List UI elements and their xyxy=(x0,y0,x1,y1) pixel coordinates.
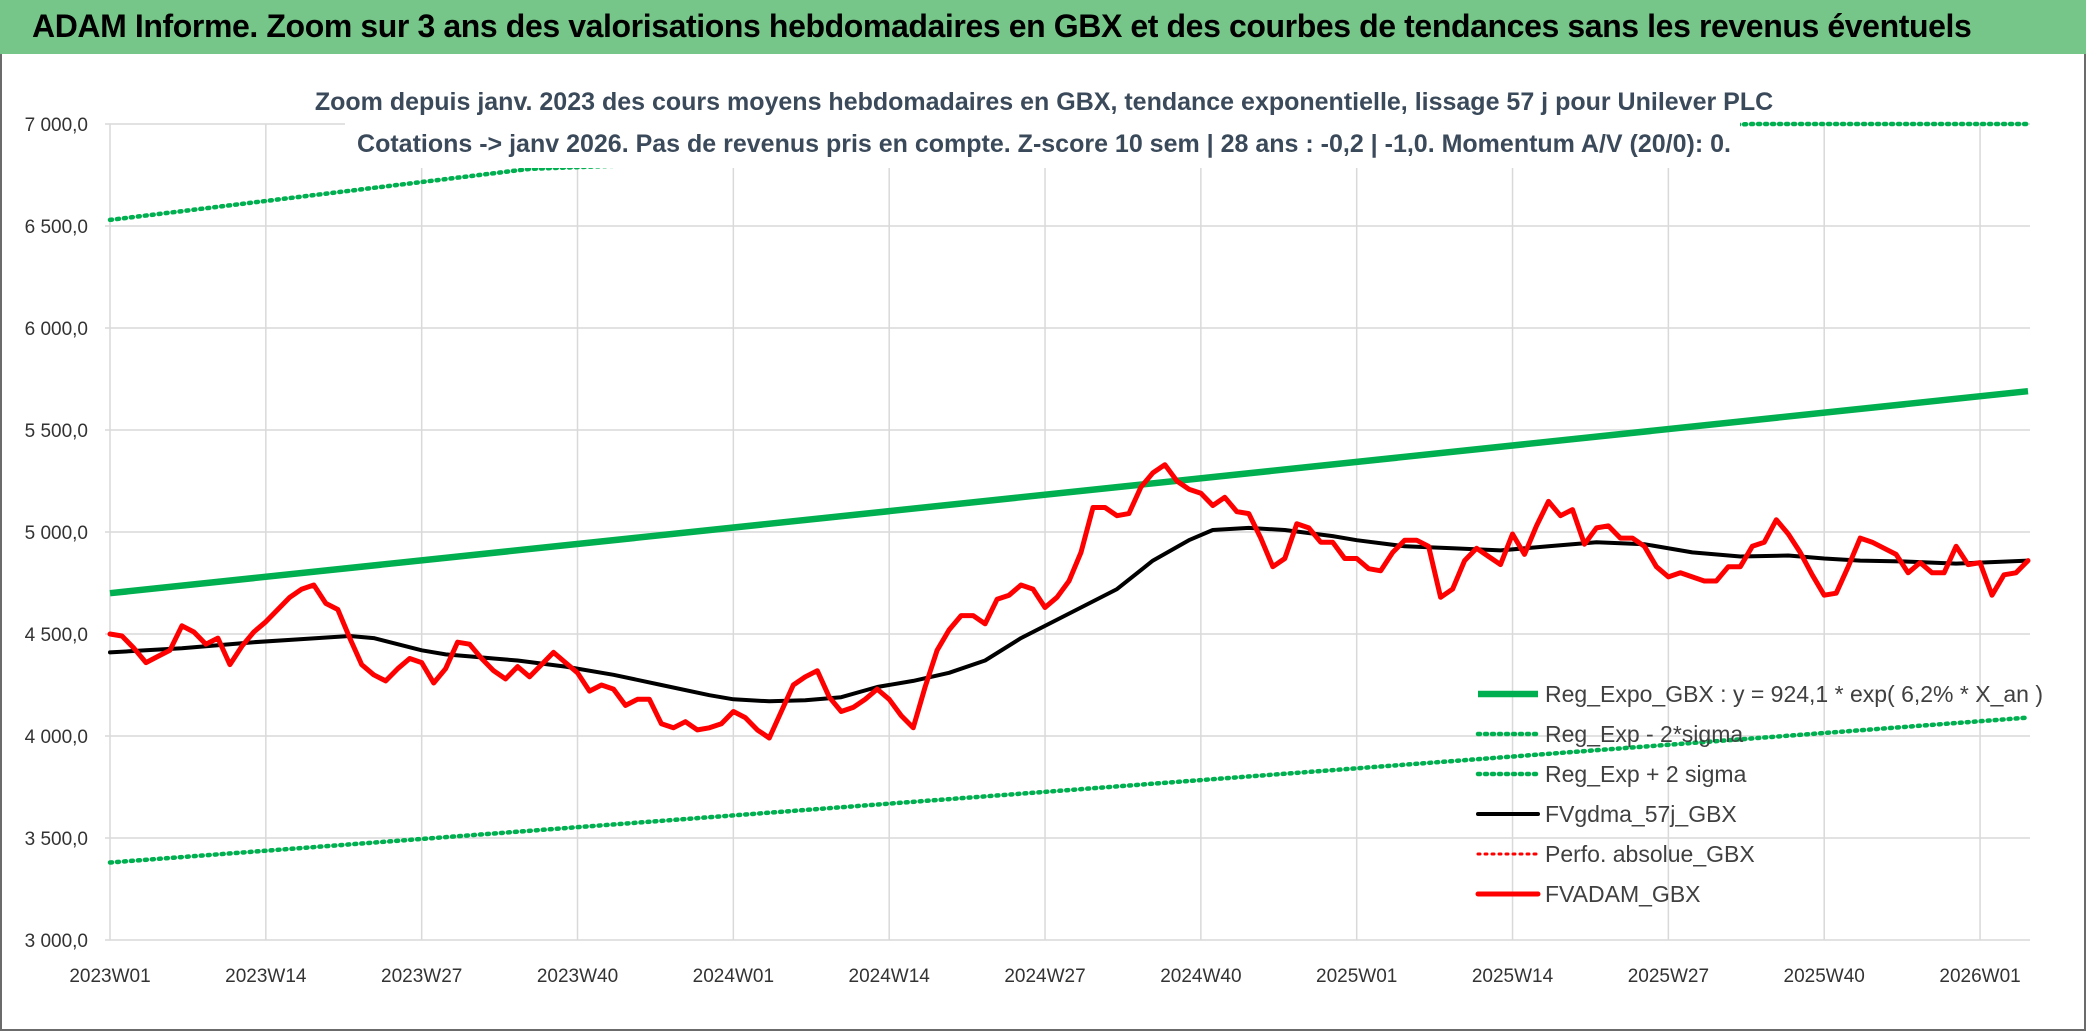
x-tick-label: 2025W14 xyxy=(1472,966,1554,987)
gridlines xyxy=(105,123,2030,941)
legend-label: FVgdma_57j_GBX xyxy=(1545,801,1737,827)
y-tick-label: 3 000,0 xyxy=(25,931,88,952)
legend-label: Reg_Exp + 2 sigma xyxy=(1545,761,1747,787)
series-line-reg-exp-2-sigma xyxy=(107,715,2031,865)
x-tick-label: 2024W01 xyxy=(693,966,774,987)
x-tick-label: 2023W01 xyxy=(69,966,150,987)
x-tick-label: 2026W01 xyxy=(1939,966,2020,987)
y-tick-label: 4 000,0 xyxy=(25,727,88,748)
y-tick-label: 6 000,0 xyxy=(25,319,88,340)
legend: Reg_Expo_GBX : y = 924,1 * exp( 6,2% * X… xyxy=(1475,681,2043,907)
y-tick-label: 5 000,0 xyxy=(25,523,88,544)
x-tick-label: 2023W27 xyxy=(381,966,462,987)
y-tick-label: 7 000,0 xyxy=(25,115,88,136)
y-tick-label: 5 500,0 xyxy=(25,421,88,442)
x-tick-label: 2023W40 xyxy=(537,966,618,987)
legend-label: Reg_Expo_GBX : y = 924,1 * exp( 6,2% * X… xyxy=(1545,681,2043,707)
x-tick-label: 2025W01 xyxy=(1316,966,1397,987)
x-axis: 2023W01 2023W14 2023W27 2023W40 2024W01 2024W… xyxy=(69,966,2020,987)
chart-title: Zoom depuis janv. 2023 des cours moyens … xyxy=(315,88,1773,116)
y-tick-label: 4 500,0 xyxy=(25,625,88,646)
legend-label: Perfo. absolue_GBX xyxy=(1545,841,1755,867)
legend-label: Reg_Exp - 2*sigma xyxy=(1545,721,1743,747)
title-banner: ADAM Informe. Zoom sur 3 ans des valoris… xyxy=(0,0,2086,54)
x-tick-label: 2024W40 xyxy=(1160,966,1241,987)
x-tick-label: 2024W14 xyxy=(849,966,931,987)
y-tick-label: 6 500,0 xyxy=(25,217,88,238)
series-line-reg-expo-gbx-y-924-1-exp-6-2-x-an xyxy=(109,387,2029,597)
y-tick-label: 3 500,0 xyxy=(25,829,88,850)
banner-title: ADAM Informe. Zoom sur 3 ans des valoris… xyxy=(32,8,1972,44)
y-axis: 3 000,0 3 500,0 4 000,0 4 500,0 5 000,0 5 500… xyxy=(25,115,88,952)
x-tick-label: 2025W40 xyxy=(1784,966,1865,987)
legend-label: FVADAM_GBX xyxy=(1545,881,1701,907)
x-tick-label: 2024W27 xyxy=(1004,966,1085,987)
x-tick-label: 2025W27 xyxy=(1628,966,1709,987)
series-line-fvgdma-57j-gbx xyxy=(108,525,2030,704)
series-line-fvadam-gbx xyxy=(107,462,2031,741)
subtitle-backdrop xyxy=(345,80,1740,168)
chart-subtitle: Cotations -> janv 2026. Pas de revenus p… xyxy=(357,130,1731,158)
x-tick-label: 2023W14 xyxy=(225,966,307,987)
series-group xyxy=(107,121,2031,865)
